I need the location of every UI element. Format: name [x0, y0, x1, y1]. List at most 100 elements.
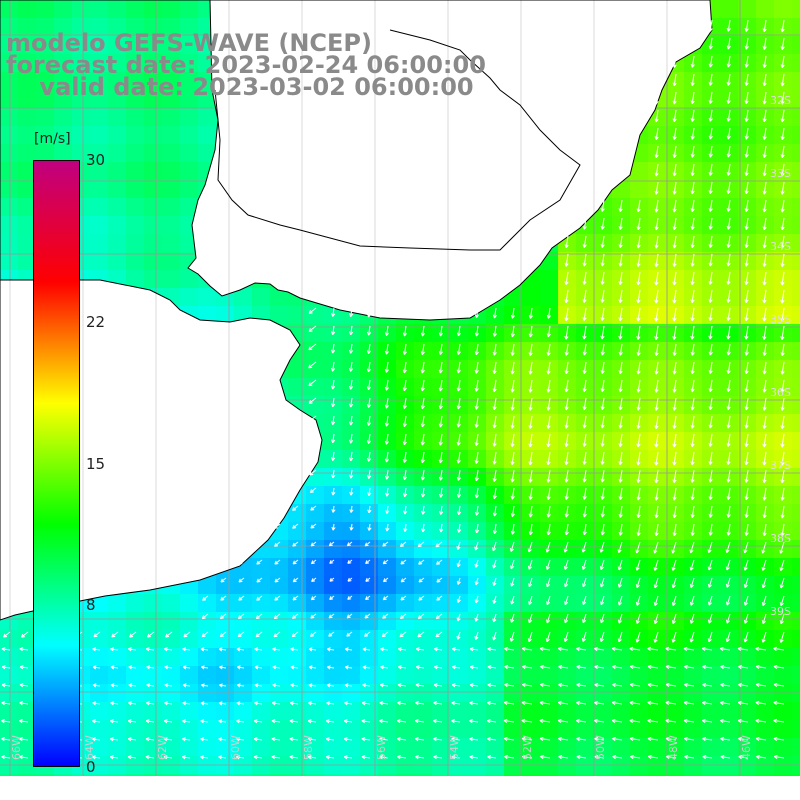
wind-cell — [378, 540, 397, 559]
wind-cell — [36, 0, 55, 19]
wind-cell — [432, 702, 451, 721]
wind-cell — [18, 234, 37, 253]
wind-cell — [306, 540, 325, 559]
lat-label: 37S — [770, 459, 791, 472]
wind-cell — [756, 702, 775, 721]
wind-cell — [630, 738, 649, 757]
wind-cell — [18, 180, 37, 199]
wind-cell — [684, 702, 703, 721]
wind-cell — [720, 648, 739, 667]
wind-cell — [180, 702, 199, 721]
colorbar — [33, 160, 80, 767]
wind-cell — [414, 576, 433, 595]
wind-cell — [630, 180, 649, 199]
wind-cell — [198, 144, 217, 163]
wind-cell — [414, 594, 433, 613]
wind-cell — [288, 306, 307, 325]
wind-cell — [792, 450, 800, 469]
wind-cell — [756, 540, 775, 559]
wind-cell — [630, 666, 649, 685]
wind-cell — [594, 702, 613, 721]
wind-cell — [126, 180, 145, 199]
wind-cell — [180, 270, 199, 289]
wind-cell — [342, 738, 361, 757]
wind-cell — [144, 36, 163, 55]
wind-cell — [180, 738, 199, 757]
wind-cell — [108, 54, 127, 73]
wind-cell — [630, 702, 649, 721]
wind-cell — [108, 612, 127, 631]
wind-cell — [270, 666, 289, 685]
wind-cell — [558, 540, 577, 559]
wind-cell — [162, 612, 181, 631]
wind-cell — [126, 702, 145, 721]
wind-cell — [162, 684, 181, 703]
wind-cell — [792, 342, 800, 361]
wind-cell — [360, 630, 379, 649]
wind-cell — [648, 540, 667, 559]
wind-cell — [18, 108, 37, 127]
wind-cell — [324, 504, 343, 523]
wind-cell — [108, 216, 127, 235]
wind-cell — [468, 558, 487, 577]
wind-cell — [198, 126, 217, 145]
wind-cell — [180, 684, 199, 703]
wind-cell — [792, 522, 800, 541]
wind-cell — [90, 126, 109, 145]
wind-cell — [738, 684, 757, 703]
wind-cell — [126, 90, 145, 109]
wind-cell — [720, 702, 739, 721]
wind-cell — [738, 666, 757, 685]
wind-cell — [792, 738, 800, 757]
wind-cell — [180, 126, 199, 145]
wind-cell — [162, 72, 181, 91]
wind-cell — [522, 540, 541, 559]
wind-cell — [54, 126, 73, 145]
wind-cell — [702, 684, 721, 703]
wind-cell — [450, 630, 469, 649]
wind-cell — [216, 702, 235, 721]
wind-cell — [306, 522, 325, 541]
wind-cell — [360, 702, 379, 721]
wind-cell — [540, 648, 559, 667]
wind-cell — [162, 666, 181, 685]
wind-cell — [774, 648, 793, 667]
wind-cell — [522, 738, 541, 757]
wind-cell — [126, 594, 145, 613]
wind-cell — [486, 738, 505, 757]
lon-label: 62W — [156, 735, 169, 760]
lon-label: 58W — [302, 735, 315, 760]
wind-cell — [108, 18, 127, 37]
wind-cell — [324, 612, 343, 631]
wind-cell — [90, 252, 109, 271]
wind-cell — [252, 558, 271, 577]
wind-cell — [18, 18, 37, 37]
wind-cell — [558, 702, 577, 721]
wind-cell — [54, 18, 73, 37]
wind-cell — [144, 738, 163, 757]
wind-cell — [108, 234, 127, 253]
wind-cell — [648, 576, 667, 595]
wind-cell — [414, 720, 433, 739]
wind-cell — [162, 126, 181, 145]
wind-cell — [774, 666, 793, 685]
lon-label: 66W — [10, 735, 23, 760]
wind-cell — [144, 234, 163, 253]
wind-cell — [432, 558, 451, 577]
wind-cell — [468, 738, 487, 757]
wind-cell — [594, 738, 613, 757]
wind-cell — [216, 576, 235, 595]
wind-cell — [612, 666, 631, 685]
wind-cell — [0, 684, 19, 703]
wind-cell — [0, 198, 19, 217]
wind-cell — [162, 90, 181, 109]
wind-cell — [486, 558, 505, 577]
wind-cell — [468, 576, 487, 595]
wind-cell — [0, 702, 19, 721]
wind-cell — [612, 540, 631, 559]
wind-cell — [270, 540, 289, 559]
wind-cell — [486, 684, 505, 703]
wind-cell — [162, 216, 181, 235]
wind-cell — [180, 666, 199, 685]
wind-cell — [666, 630, 685, 649]
